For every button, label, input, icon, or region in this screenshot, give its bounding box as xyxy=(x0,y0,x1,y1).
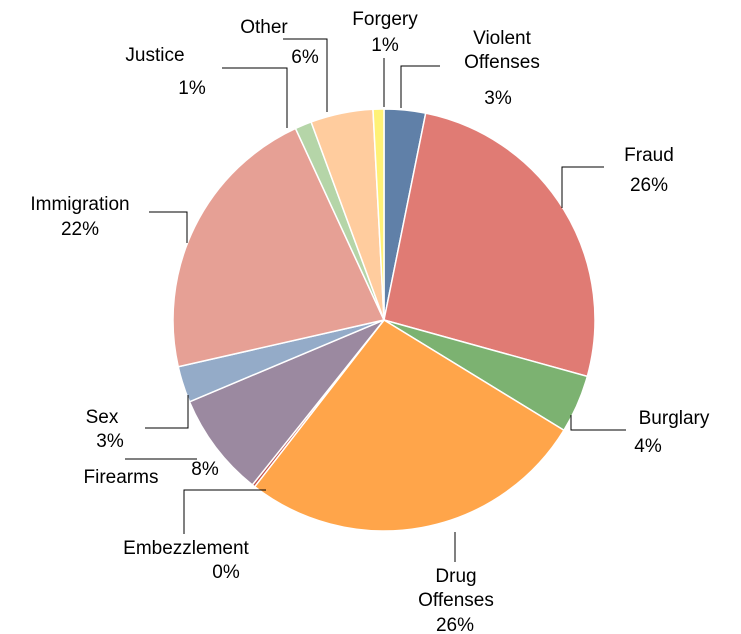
pie-slice-immigration xyxy=(172,127,386,368)
slice-label-firearms: Firearms xyxy=(84,467,159,488)
leader-line-sex xyxy=(145,395,189,429)
labels-layer: Violent Offenses 3% Fraud 26% Burglary 4% Drug O… xyxy=(30,9,709,634)
leader-line-other xyxy=(283,38,328,112)
slice-percent-burglary: 4% xyxy=(634,436,662,457)
slice-label-violent-offenses: Offenses xyxy=(464,52,540,73)
leader-line-justice xyxy=(222,67,288,128)
slice-label-immigration: Immigration xyxy=(30,194,129,215)
slice-percent-forgery: 1% xyxy=(371,35,399,56)
leader-line-immigration xyxy=(149,211,188,243)
slice-label-sex: Sex xyxy=(86,407,119,428)
slice-label-fraud: Fraud xyxy=(624,145,674,166)
pie-slice-forgery xyxy=(372,108,385,321)
slice-percent-firearms: 8% xyxy=(191,459,219,480)
slice-label-drug-offenses: Drug xyxy=(435,566,476,587)
slice-label-justice: Justice xyxy=(125,45,184,66)
slice-label-forgery: Forgery xyxy=(352,9,418,30)
leader-line-violent-offenses xyxy=(400,65,440,108)
slice-percent-other: 6% xyxy=(291,47,319,68)
slice-label-other: Other xyxy=(240,17,288,38)
slice-percent-justice: 1% xyxy=(178,78,206,99)
slice-label-embezzlement: Embezzlement xyxy=(123,538,249,559)
slice-percent-immigration: 22% xyxy=(61,219,99,240)
slice-percent-drug-offenses: 26% xyxy=(436,615,474,634)
pie-slice-drug-offenses xyxy=(253,319,565,532)
leader-line-fraud xyxy=(561,166,604,208)
slice-label-violent-offenses: Violent xyxy=(473,28,531,49)
slices-layer xyxy=(172,108,596,532)
leader-line-embezzlement xyxy=(183,489,266,534)
slice-percent-violent-offenses: 3% xyxy=(484,88,512,109)
slice-percent-embezzlement: 0% xyxy=(212,562,240,583)
leader-line-burglary xyxy=(570,415,626,431)
pie-slice-fraud xyxy=(383,112,596,378)
slice-percent-sex: 3% xyxy=(96,431,124,452)
leader-lines-layer xyxy=(125,38,626,562)
pie-slice-firearms xyxy=(188,319,385,486)
slice-percent-fraud: 26% xyxy=(630,175,668,196)
slice-label-drug-offenses: Offenses xyxy=(418,590,494,611)
slice-label-burglary: Burglary xyxy=(639,408,710,429)
